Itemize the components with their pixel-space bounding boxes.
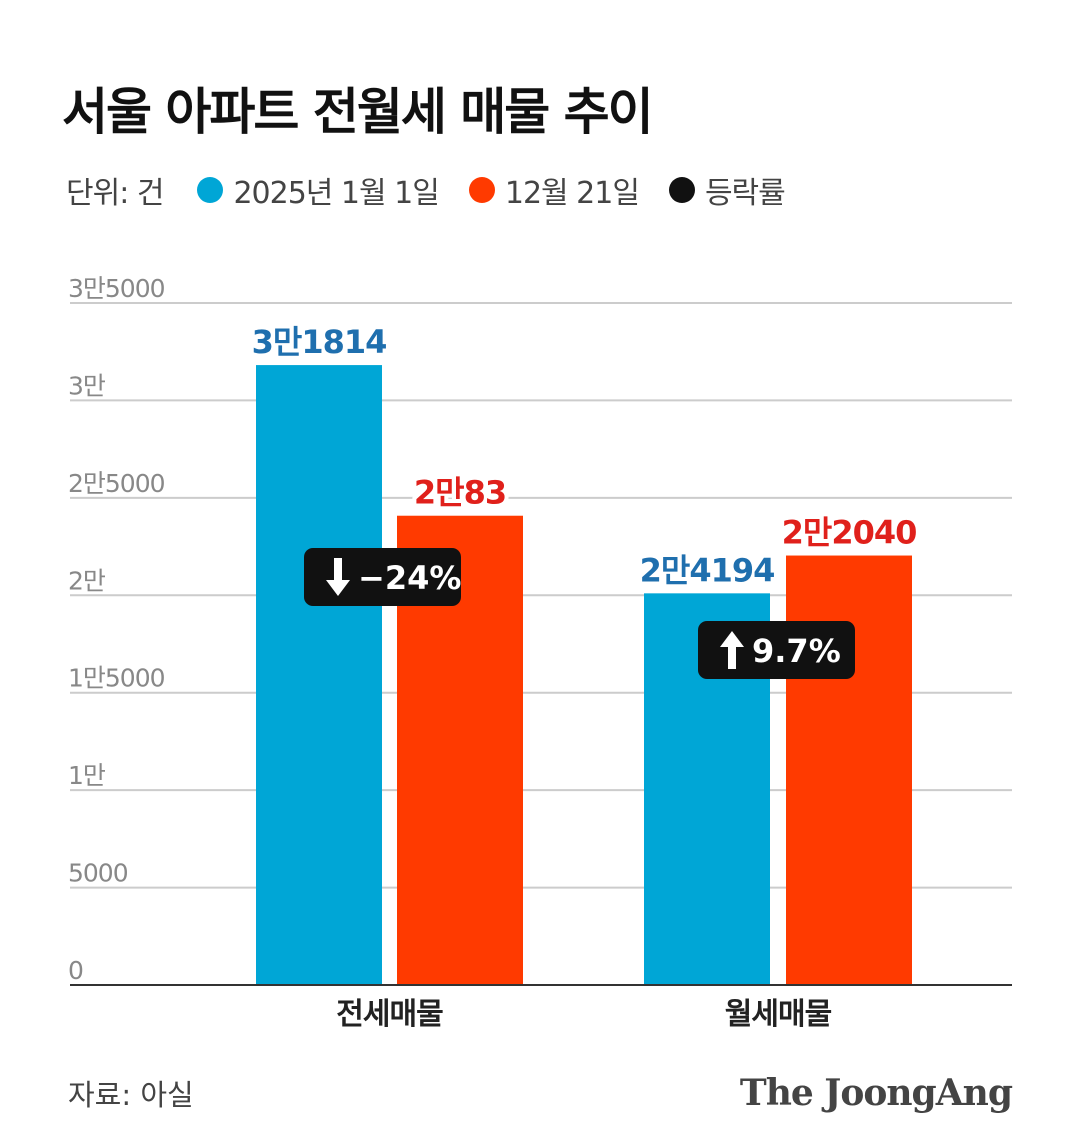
arrow-down-icon	[326, 558, 350, 596]
arrow-up-icon	[720, 631, 744, 669]
y-tick-label: 2만	[68, 566, 106, 595]
change-badge	[304, 548, 461, 606]
y-tick-label: 3만5000	[68, 274, 165, 303]
y-tick-label: 1만5000	[68, 664, 165, 693]
unit-label: 단위: 건	[66, 176, 164, 211]
y-tick-label: 1만	[68, 761, 106, 790]
legend-dot-black	[668, 177, 695, 203]
y-tick-label: 5000	[68, 859, 128, 888]
y-tick-label: 2만5000	[68, 469, 165, 498]
legend: 단위: 건 2025년 1월 1일 12월 21일 등락률	[66, 168, 815, 212]
bar	[786, 555, 912, 985]
legend-dot-blue	[197, 177, 224, 203]
data-label: 3만1814	[252, 323, 387, 361]
source-note: 자료: 아실	[68, 1078, 194, 1112]
legend-label: 12월 21일	[504, 176, 640, 211]
brand-logo: The JoongAng	[739, 1072, 1013, 1114]
x-tick-label: 월세매물	[725, 997, 832, 1032]
legend-item-jan: 2025년 1월 1일	[197, 168, 440, 212]
data-label: 2만4194	[640, 551, 775, 589]
y-tick-label: 3만	[68, 371, 106, 400]
chart-title: 서울 아파트 전월세 매물 추이	[62, 83, 654, 141]
change-badge	[698, 621, 855, 679]
legend-dot-red	[468, 177, 495, 203]
legend-item-change: 등락률	[668, 168, 786, 212]
legend-label: 등락률	[704, 176, 786, 211]
change-label: −24%	[358, 559, 461, 597]
data-label: 2만2040	[782, 514, 917, 552]
bar	[256, 365, 382, 985]
x-tick-label: 전세매물	[336, 997, 443, 1032]
data-label: 2만83	[414, 474, 506, 512]
legend-item-dec: 12월 21일	[468, 168, 640, 212]
y-tick-label: 0	[68, 956, 83, 985]
legend-label: 2025년 1월 1일	[233, 176, 439, 211]
change-label: 9.7%	[752, 632, 841, 670]
